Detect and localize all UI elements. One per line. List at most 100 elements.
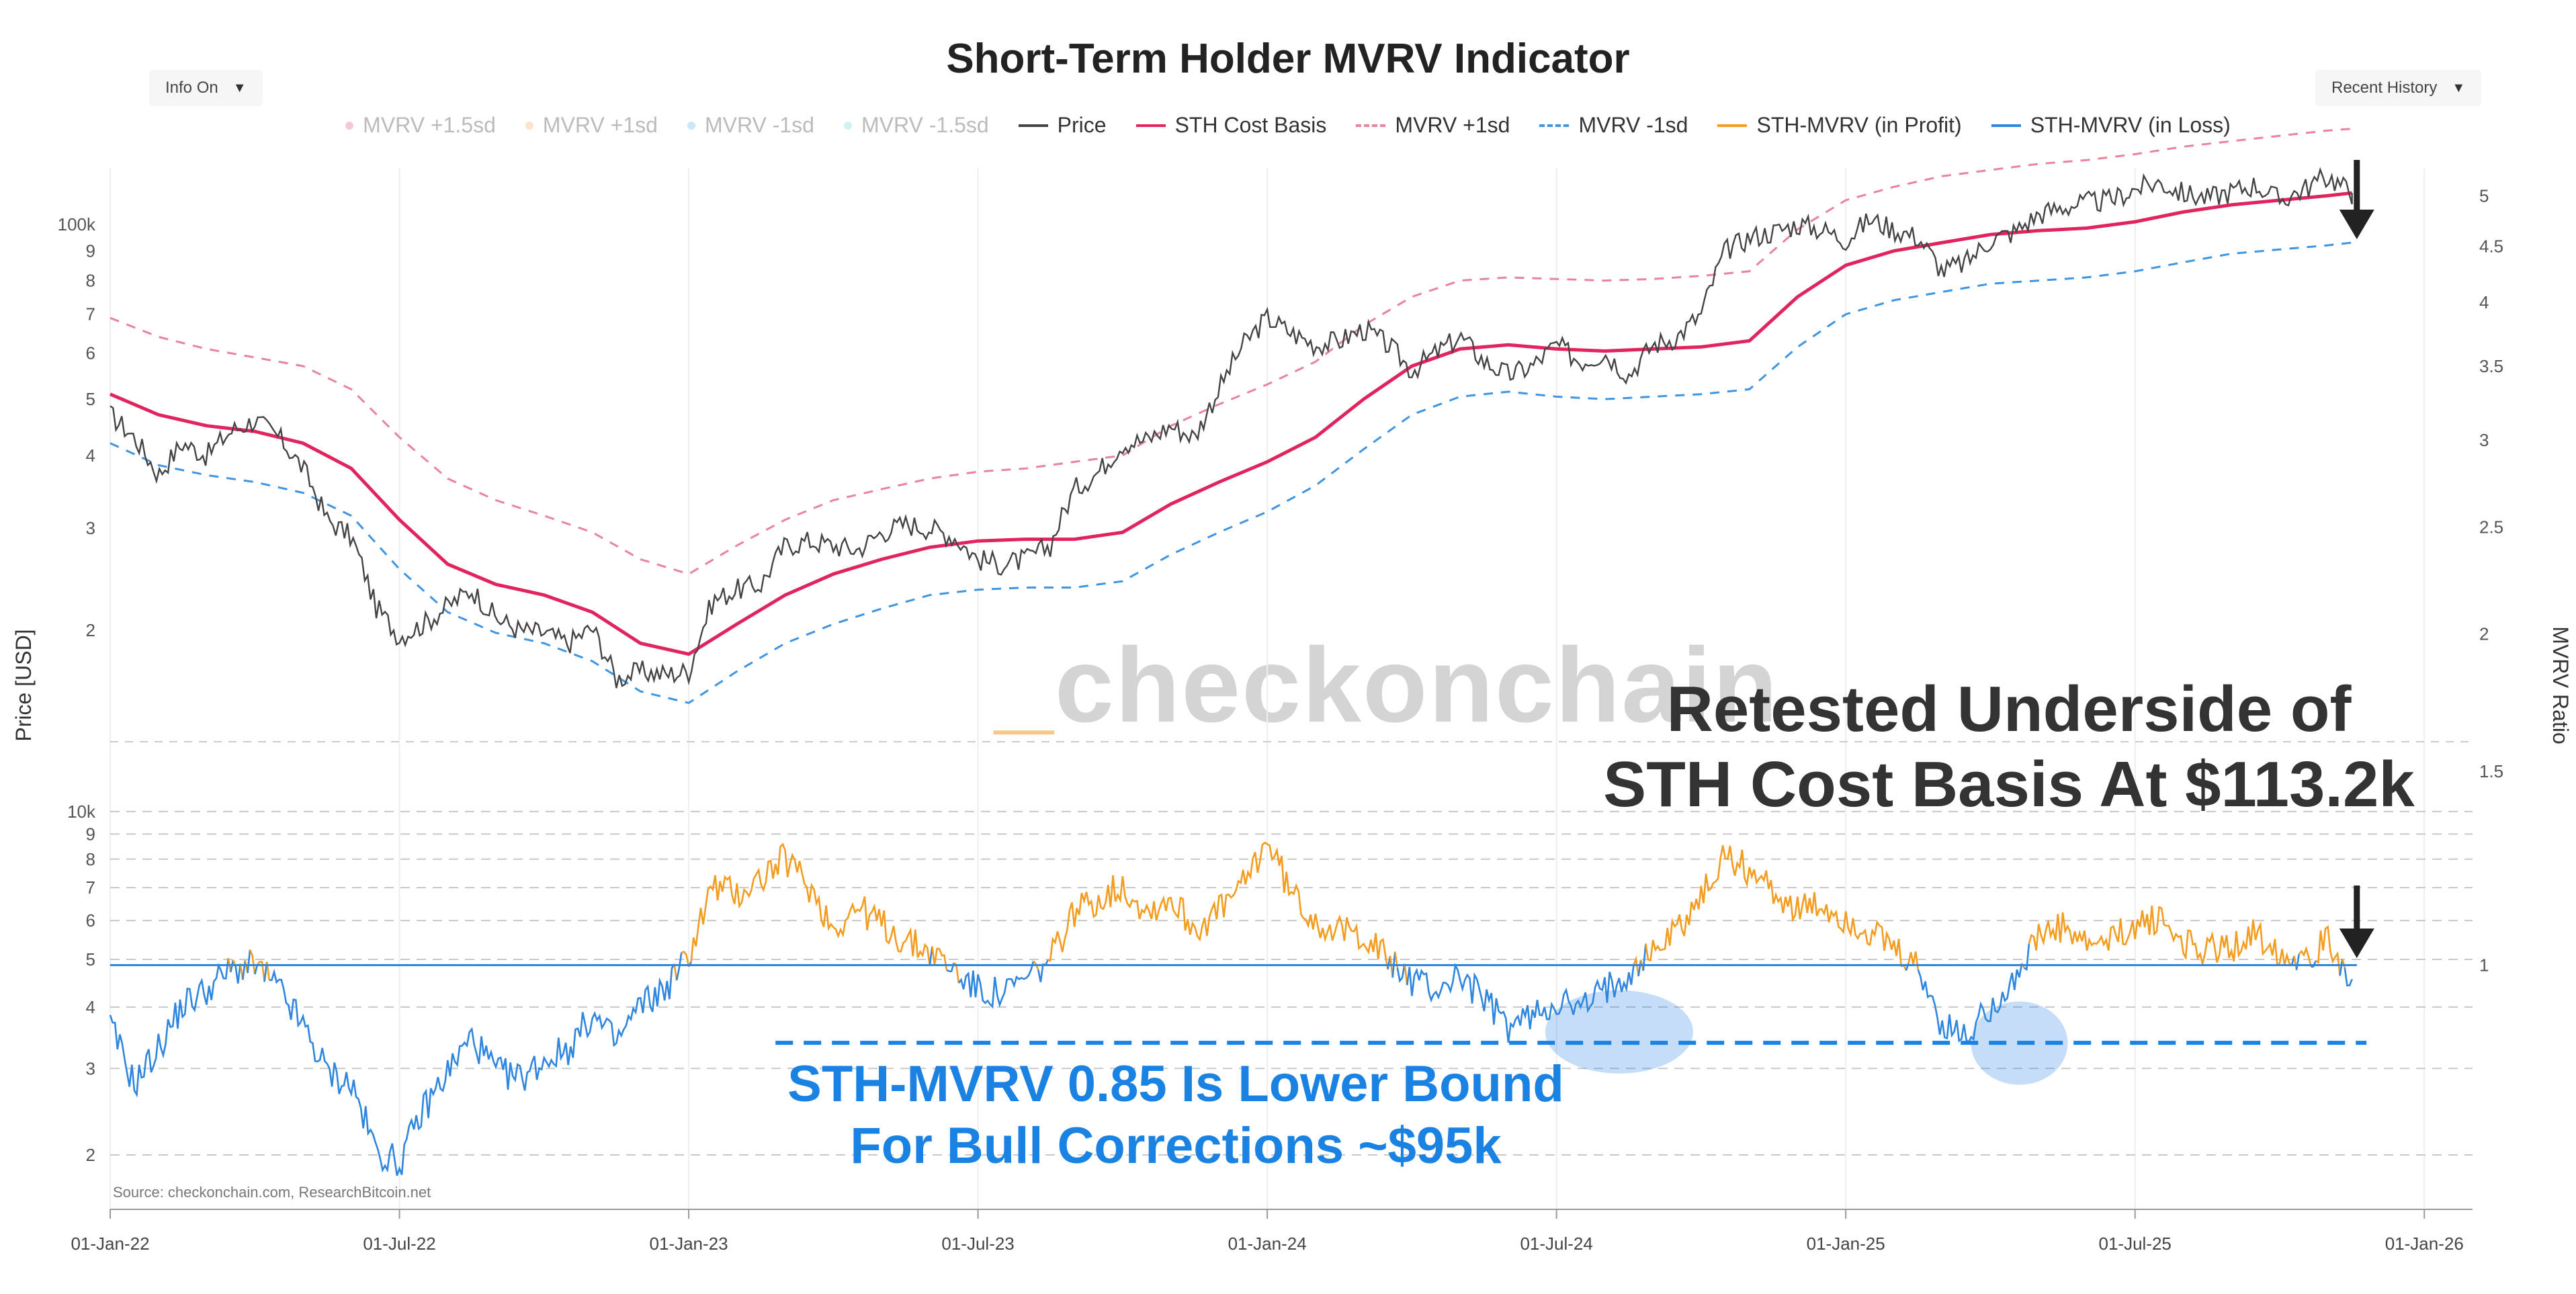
watermark-text: checkonchain [1054, 626, 1779, 744]
legend-item-mvrv-minus-1-5sd-band[interactable]: MVRV -1.5sd [843, 113, 989, 138]
legend-swatch-icon [843, 121, 852, 130]
highlight-correction-jul-2024 [1545, 990, 1693, 1074]
legend-swatch-icon [1018, 124, 1048, 127]
mvrv-tick-label: 4 [2479, 292, 2489, 312]
history-range-label: Recent History [2331, 79, 2438, 97]
axis-layer: 01-Jan-22 01-Jul-22 01-Jan-23 01-Jul-23 01-J… [11, 185, 2573, 1254]
x-tick-label: 01-Jul-23 [941, 1234, 1014, 1254]
sth-mvrv-profit-segment [2315, 925, 2341, 976]
source-note: Source: checkonchain.com, ResearchBitcoi… [113, 1184, 431, 1201]
legend-item-mvrv-plus-1-5sd-band[interactable]: MVRV +1.5sd [345, 113, 496, 138]
sth-mvrv-profit-segment [931, 946, 948, 971]
lower-bound-annotation-line-2: For Bull Corrections ~$95k [850, 1117, 1502, 1174]
right-axis-title: MVRV Ratio [2548, 626, 2573, 744]
price-tick-label: 3 [86, 1058, 95, 1078]
price-tick-label: 9 [86, 241, 95, 261]
chart-legend: MVRV +1.5sd MVRV +1sd MVRV -1sd MVRV -1.… [0, 113, 2576, 138]
x-tick-label: 01-Jan-25 [1807, 1234, 1885, 1254]
legend-swatch-icon [1991, 124, 2021, 127]
price-tick-label: 4 [86, 445, 95, 466]
mvrv-tick-label: 2 [2479, 623, 2489, 644]
mvrv-tick-label: 3.5 [2479, 356, 2503, 376]
sth-mvrv-loss-segment [1406, 963, 1635, 1043]
sth-mvrv-profit-segment [1645, 845, 1902, 967]
legend-label: STH-MVRV (in Loss) [2030, 113, 2231, 137]
sth-mvrv-loss-segment [675, 952, 683, 981]
watermark: _checkonchain [994, 625, 1779, 746]
sth-mvrv-loss-segment [957, 961, 1035, 1009]
left-axis-title: Price [USD] [11, 629, 36, 741]
price-tick-label: 100k [58, 214, 96, 234]
sth-mvrv-profit-segment [681, 951, 690, 967]
sth-mvrv-loss-segment [1917, 963, 2023, 1044]
mvrv-tick-label: 4.5 [2479, 236, 2503, 256]
sth-mvrv-loss-segment [254, 964, 259, 975]
x-tick-label: 01-Jan-23 [650, 1234, 728, 1254]
price-tick-label: 4 [86, 997, 95, 1017]
mvrv-minus-1sd-line [110, 241, 2352, 704]
history-range-dropdown[interactable]: Recent History ▼ [2315, 70, 2482, 106]
legend-label: STH-MVRV (in Profit) [1756, 113, 1962, 137]
legend-label: MVRV +1sd [1395, 113, 1510, 137]
legend-swatch-icon [525, 121, 533, 130]
legend-item-mvrv-minus-1sd[interactable]: MVRV -1sd [1539, 113, 1688, 138]
sth-mvrv-profit-segment [2342, 958, 2346, 968]
info-toggle-dropdown[interactable]: Info On ▼ [149, 70, 263, 106]
overlay-layer [110, 160, 2374, 1045]
retest-annotation-line-2: STH Cost Basis At $113.2k [1603, 748, 2415, 820]
legend-item-sth-cost-basis[interactable]: STH Cost Basis [1135, 113, 1326, 138]
sth-mvrv-loss-segment [247, 949, 251, 974]
x-tick-label: 01-Jan-26 [2385, 1234, 2464, 1254]
price-tick-label: 3 [86, 518, 95, 538]
mvrv-tick-label: 3 [2479, 430, 2489, 450]
price-tick-label: 8 [86, 271, 95, 291]
mvrv-tick-label: 1 [2479, 955, 2489, 976]
retest-annotation: Retested Underside of STH Cost Basis At … [1545, 672, 2473, 822]
retest-annotation-line-1: Retested Underside of [1666, 673, 2352, 745]
price-tick-label: 2 [86, 1145, 95, 1165]
legend-item-sth-mvrv-profit[interactable]: STH-MVRV (in Profit) [1717, 113, 1962, 138]
x-tick-label: 01-Jul-22 [363, 1234, 435, 1254]
price-tick-label: 5 [86, 389, 95, 409]
lower-bound-annotation: STH-MVRV 0.85 Is Lower Bound For Bull Co… [705, 1053, 1646, 1177]
x-tick-label: 01-Jan-24 [1228, 1234, 1307, 1254]
legend-label: Price [1057, 113, 1107, 137]
sth-mvrv-loss-segment [946, 962, 955, 973]
sth-mvrv-loss-segment [2344, 967, 2353, 987]
mvrv-retest-arrow-head [2339, 929, 2374, 958]
price-tick-label: 10k [67, 802, 96, 822]
chevron-down-icon: ▼ [232, 80, 247, 95]
legend-swatch-icon [687, 121, 695, 130]
legend-item-sth-mvrv-loss[interactable]: STH-MVRV (in Loss) [1991, 113, 2231, 138]
sth-mvrv-profit-segment [1907, 951, 1920, 970]
sth-mvrv-loss-segment [1396, 963, 1406, 983]
legend-swatch-icon [1539, 124, 1570, 127]
legend-item-mvrv-plus-1sd[interactable]: MVRV +1sd [1356, 113, 1510, 138]
sth-mvrv-profit-segment [1033, 960, 1039, 970]
sth-mvrv-loss-segment [269, 963, 675, 1176]
legend-label: MVRV -1.5sd [861, 113, 989, 137]
legend-label: MVRV +1.5sd [363, 113, 496, 137]
x-tick-label: 01-Jan-22 [71, 1234, 149, 1254]
sth-mvrv-loss-segment [1037, 963, 1044, 982]
sth-mvrv-loss-segment [234, 963, 241, 984]
sth-mvrv-loss-segment [2295, 954, 2300, 970]
sth-mvrv-loss-segment [1637, 959, 1642, 977]
mvrv-tick-label: 1.5 [2479, 761, 2503, 781]
legend-label: MVRV -1sd [704, 113, 814, 137]
legend-item-mvrv-plus-1sd-band[interactable]: MVRV +1sd [525, 113, 658, 138]
sth-mvrv-loss-segment [2311, 960, 2317, 968]
sth-cost-basis-line [110, 191, 2352, 656]
legend-item-mvrv-minus-1sd-band[interactable]: MVRV -1sd [687, 113, 814, 138]
chevron-down-icon: ▼ [2452, 80, 2466, 95]
legend-item-price[interactable]: Price [1018, 113, 1107, 138]
legend-swatch-icon [1717, 124, 1748, 127]
chart-title: Short-Term Holder MVRV Indicator [946, 36, 1630, 82]
series-layer [109, 128, 2353, 1176]
x-tick-label: 01-Jul-24 [1520, 1234, 1592, 1254]
sth-mvrv-profit-segment [2298, 945, 2312, 967]
sth-mvrv-loss-segment [2024, 943, 2030, 972]
legend-label: MVRV -1sd [1578, 113, 1688, 137]
mvrv-tick-label: 2.5 [2479, 517, 2503, 537]
